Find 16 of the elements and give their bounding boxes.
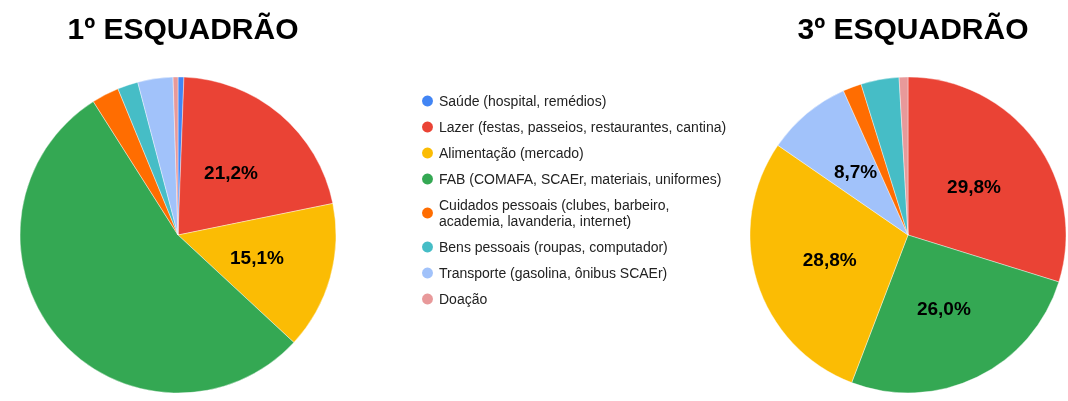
data-label: 29,8% bbox=[947, 175, 1002, 197]
legend-label: Lazer (festas, passeios, restaurantes, cantina) bbox=[439, 119, 727, 135]
legend-label: Alimentação (mercado) bbox=[439, 145, 584, 161]
chart-title: 3º ESQUADRÃO bbox=[797, 11, 1029, 45]
legend-label: Doação bbox=[439, 291, 488, 307]
data-label: 26,0% bbox=[916, 298, 971, 320]
data-label: 21,2% bbox=[204, 161, 259, 183]
data-label: 15,1% bbox=[230, 246, 284, 268]
legend-label: Saúde (hospital, remédios) bbox=[439, 93, 607, 109]
chart-title: 1º ESQUADRÃO bbox=[67, 11, 299, 45]
legend-label: Bens pessoais (roupas, computador) bbox=[439, 239, 668, 255]
legend-label: FAB (COMAFA, SCAEr, materiais, uniformes) bbox=[439, 171, 722, 187]
data-label: 28,8% bbox=[802, 248, 857, 270]
data-label: 8,7% bbox=[833, 161, 878, 183]
legend-label: Transporte (gasolina, ônibus SCAEr) bbox=[439, 265, 668, 281]
legend-label: Cuidados pessoais (clubes, barbeiro, academia, lavanderia, internet) bbox=[439, 197, 674, 229]
